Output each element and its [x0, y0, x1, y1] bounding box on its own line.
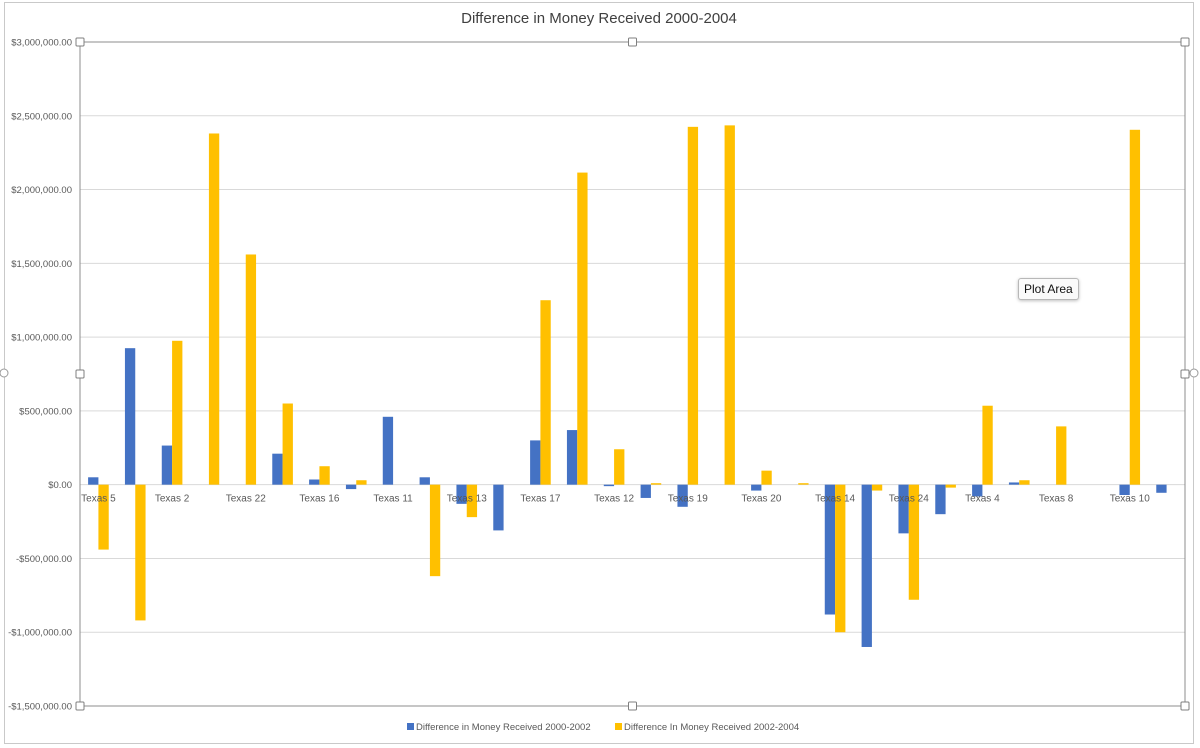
- resize-handle[interactable]: [75, 369, 85, 379]
- bar-series-2: [98, 484, 109, 550]
- x-tick-label: Texas 12: [594, 494, 634, 505]
- bar-series-2: [466, 484, 478, 518]
- bar-series-2: [798, 483, 809, 485]
- bar-series-1: [345, 484, 357, 490]
- bar-series-2: [614, 449, 625, 485]
- bar-series-1: [419, 477, 430, 485]
- bar-series-2: [1019, 480, 1030, 485]
- legend: Difference in Money Received 2000-2002 Di…: [407, 722, 799, 733]
- bar-series-2: [319, 466, 330, 485]
- bar-series-2: [871, 484, 883, 491]
- bar-series-1: [530, 440, 541, 485]
- y-tick-label: $3,000,000.00: [11, 38, 72, 49]
- legend-label: Difference in Money Received 2000-2002: [416, 722, 591, 733]
- x-tick-label: Texas 16: [299, 494, 339, 505]
- x-tick-label: Texas 8: [1039, 494, 1074, 505]
- bar-series-2: [1129, 129, 1141, 485]
- legend-swatch: [407, 723, 414, 730]
- bar-series-2: [429, 484, 441, 577]
- chart-title: Difference in Money Received 2000-2004: [461, 10, 737, 27]
- bar-series-2: [687, 126, 699, 485]
- bar-series-2: [982, 405, 993, 485]
- bar-series-1: [566, 430, 578, 485]
- bar-series-1: [88, 477, 99, 485]
- bar-series-1: [640, 484, 651, 498]
- y-tick-label: $2,000,000.00: [11, 185, 72, 196]
- bar-series-1: [272, 453, 283, 485]
- bar-series-2: [172, 340, 183, 485]
- selection-handles[interactable]: [0, 37, 1199, 711]
- x-tick-label: Texas 5: [81, 494, 116, 505]
- resize-handle[interactable]: [75, 37, 85, 47]
- x-tick-label: Texas 14: [815, 494, 855, 505]
- bar-series-1: [824, 484, 836, 615]
- resize-handle[interactable]: [75, 701, 85, 711]
- x-tick-label: Texas 22: [226, 494, 266, 505]
- bar-series-2: [356, 480, 367, 485]
- bar-series-2: [540, 300, 551, 485]
- bar-series-1: [456, 484, 467, 504]
- y-tick-label: $1,500,000.00: [11, 259, 72, 270]
- bar-series-1: [935, 484, 946, 515]
- bar-series-2: [945, 484, 956, 488]
- resize-handle[interactable]: [628, 37, 637, 47]
- x-tick-label: Texas 17: [520, 494, 560, 505]
- bar-series-1: [124, 348, 136, 485]
- frame-resize-handle[interactable]: [0, 368, 9, 378]
- bar-series-1: [751, 484, 762, 491]
- plot-area-tooltip: Plot Area: [1018, 278, 1079, 300]
- bar-series-1: [1119, 484, 1130, 495]
- bar-series-1: [603, 484, 615, 487]
- y-tick-label: -$1,000,000.00: [8, 628, 72, 639]
- bar-series-1: [1156, 484, 1167, 493]
- bar-series-1: [677, 484, 688, 507]
- x-tick-label: Texas 4: [965, 494, 1000, 505]
- bar-series-1: [972, 484, 983, 497]
- bar-series-1: [1008, 482, 1020, 485]
- bar-series-2: [577, 172, 588, 485]
- axis-labels: $3,000,000.00 $2,500,000.00 $2,000,000.00 $…: [8, 38, 1150, 713]
- bar-series-2: [724, 125, 735, 485]
- resize-handle[interactable]: [1180, 701, 1190, 711]
- bar-series-2: [208, 133, 220, 485]
- bar-series-2: [1056, 426, 1067, 485]
- x-tick-label: Texas 11: [373, 494, 413, 505]
- x-tick-label: Texas 2: [155, 494, 190, 505]
- x-tick-label: Texas 13: [447, 494, 487, 505]
- y-tick-label: -$1,500,000.00: [8, 702, 72, 713]
- resize-handle[interactable]: [1180, 369, 1190, 379]
- y-tick-label: $500,000.00: [19, 406, 72, 417]
- bar-series-1: [861, 484, 872, 647]
- bar-series-1: [493, 484, 504, 531]
- x-tick-label: Texas 24: [889, 494, 929, 505]
- bar-series-2: [835, 484, 846, 633]
- y-tick-label: $1,000,000.00: [11, 333, 72, 344]
- x-tick-label: Texas 10: [1110, 494, 1150, 505]
- y-tick-label: -$500,000.00: [16, 554, 72, 565]
- bars: [88, 125, 1167, 647]
- bar-series-2: [135, 484, 146, 621]
- bar-series-2: [245, 254, 257, 485]
- bar-series-2: [761, 470, 772, 485]
- y-tick-label: $2,500,000.00: [11, 111, 72, 122]
- x-tick-label: Texas 19: [668, 494, 708, 505]
- y-tick-label: $0.00: [48, 480, 72, 491]
- bar-series-2: [282, 403, 293, 485]
- x-tick-label: Texas 20: [741, 494, 781, 505]
- bar-series-1: [898, 484, 909, 534]
- bar-series-1: [161, 445, 173, 485]
- resize-handle[interactable]: [628, 701, 637, 711]
- legend-swatch: [615, 723, 622, 730]
- bar-series-1: [382, 416, 394, 485]
- bar-series-2: [650, 483, 662, 485]
- resize-handle[interactable]: [1180, 37, 1190, 47]
- legend-label: Difference In Money Received 2002-2004: [624, 722, 799, 733]
- frame-resize-handle[interactable]: [1189, 368, 1199, 378]
- bar-series-2: [908, 484, 920, 600]
- bar-series-1: [309, 479, 320, 485]
- chart-frame[interactable]: [4, 2, 1194, 744]
